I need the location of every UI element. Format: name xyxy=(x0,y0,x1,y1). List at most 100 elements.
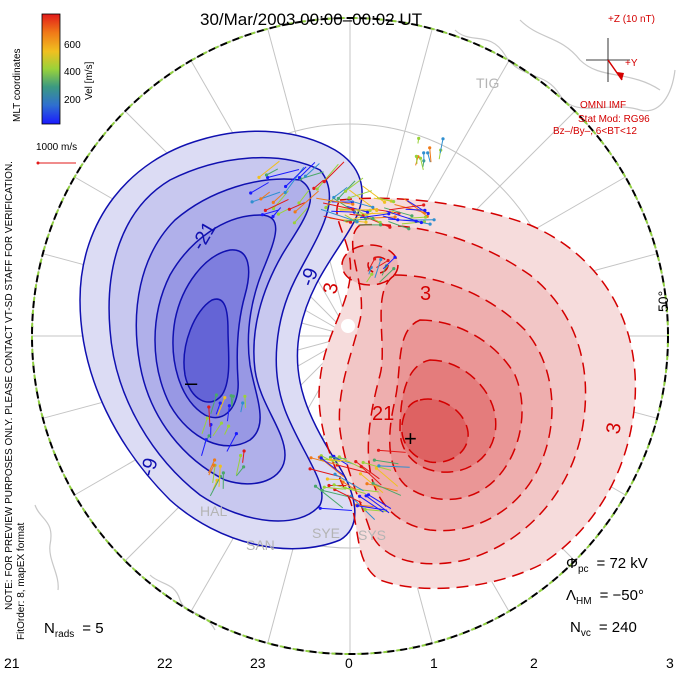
velocity-vector-origin xyxy=(242,465,246,469)
velocity-vector xyxy=(363,462,392,471)
velocity-vector-origin xyxy=(432,218,436,222)
nvc-stat: Nvc = 240 xyxy=(570,619,637,639)
contour-label: -9 xyxy=(137,456,163,479)
velocity-vector xyxy=(383,207,413,217)
velocity-vector-origin xyxy=(426,151,430,155)
velocity-vector-origin xyxy=(218,401,222,405)
velocity-vector-origin xyxy=(379,223,383,227)
velocity-vector-origin xyxy=(332,195,336,200)
velocity-vector-origin xyxy=(363,507,367,512)
velocity-vector xyxy=(374,459,399,465)
velocity-vector xyxy=(420,158,424,171)
latitude-label: 50° xyxy=(655,291,671,312)
velocity-vector-origin xyxy=(410,214,414,218)
velocity-vector-origin xyxy=(348,220,353,224)
velocity-vector-origin xyxy=(221,471,225,475)
velocity-vector-origin xyxy=(333,472,337,476)
velocity-vector xyxy=(265,198,289,211)
velocity-vector-origin xyxy=(297,201,301,205)
velocity-vector-origin xyxy=(324,206,328,210)
velocity-vector xyxy=(378,449,406,453)
velocity-vector-origin xyxy=(355,504,359,508)
potential-min-marker: – xyxy=(185,370,198,395)
velocity-vector xyxy=(334,489,362,504)
velocity-vector-origin xyxy=(355,220,359,224)
velocity-vector-origin xyxy=(419,220,423,225)
site-label-hal: HAL xyxy=(200,503,227,519)
velocity-vector xyxy=(210,394,217,414)
velocity-vector xyxy=(357,505,388,511)
velocity-vector-origin xyxy=(264,173,269,177)
velocity-vector-origin xyxy=(271,207,276,211)
velocity-vector xyxy=(226,433,237,452)
velocity-vector-origin xyxy=(377,464,381,468)
velocity-vector-origin xyxy=(379,257,383,262)
svg-text:+Z (10 nT): +Z (10 nT) xyxy=(608,14,655,25)
velocity-vector xyxy=(367,258,376,272)
velocity-vector-origin xyxy=(392,267,396,271)
velocity-vector-origin xyxy=(322,485,326,489)
svg-text:+Y: +Y xyxy=(625,58,638,69)
svg-text:1000 m/s: 1000 m/s xyxy=(36,142,77,153)
velocity-vector xyxy=(343,218,373,222)
velocity-vector xyxy=(320,457,344,476)
mlt-label: 23 xyxy=(250,655,266,671)
velocity-vector xyxy=(242,450,245,463)
velocity-vector-origin xyxy=(227,424,231,428)
velocity-vector xyxy=(212,422,222,437)
velocity-vector-origin xyxy=(243,394,247,398)
velocity-vector xyxy=(236,466,244,477)
fit-order-label: FitOrder: 8, mapEX format xyxy=(16,523,27,640)
velocity-vector xyxy=(251,191,281,203)
velocity-vector-origin xyxy=(364,494,368,498)
velocity-vector-origin xyxy=(366,210,370,214)
velocity-vector xyxy=(382,215,398,221)
pole-marker-icon xyxy=(341,319,355,333)
velocity-vector xyxy=(345,199,373,208)
velocity-vector xyxy=(226,405,230,422)
mlt-tick-labels: 21 22 23 0 1 2 3 xyxy=(4,655,674,671)
velocity-vector xyxy=(208,406,211,427)
contour-lines xyxy=(79,130,637,590)
velocity-vector xyxy=(250,182,269,194)
velocity-vector xyxy=(345,177,364,192)
velocity-vector-origin xyxy=(284,184,288,189)
velocity-vector-origin xyxy=(422,151,426,155)
velocity-vector-origin xyxy=(242,449,246,453)
velocity-vector xyxy=(212,465,216,484)
site-label-sys: SYS xyxy=(358,527,386,543)
velocity-vector xyxy=(333,187,348,198)
site-label-san: SAN xyxy=(246,537,275,553)
velocity-vector-origin xyxy=(332,454,336,458)
velocity-vector-origin xyxy=(341,480,345,484)
velocity-vector-origin xyxy=(371,481,375,485)
velocity-vector-origin xyxy=(276,212,280,216)
velocity-vector-origin xyxy=(271,214,275,219)
velocity-vector-origin xyxy=(347,196,351,200)
velocity-vector xyxy=(208,464,215,476)
velocity-vector xyxy=(359,213,389,219)
velocity-vector-origin xyxy=(407,227,411,231)
velocity-vector xyxy=(315,485,344,509)
velocity-vector-origin xyxy=(414,154,418,158)
velocity-vector-origin xyxy=(387,212,391,216)
velocity-vector-origin xyxy=(328,457,332,461)
velocity-vector-origin xyxy=(336,196,340,201)
velocity-vector-origin xyxy=(315,187,319,191)
velocity-vector-origin xyxy=(322,180,326,184)
velocity-vector-origin xyxy=(358,472,363,476)
velocity-vector-origin xyxy=(371,205,375,209)
velocity-vector xyxy=(368,494,392,510)
velocity-vector-origin xyxy=(229,394,233,398)
contour-label: 21 xyxy=(372,403,394,425)
velocity-vector-origin xyxy=(351,207,355,211)
velocity-vector-origin xyxy=(371,216,375,221)
velocity-vector xyxy=(327,478,343,481)
velocity-vector xyxy=(388,221,409,230)
velocity-vector-origin xyxy=(214,393,218,397)
velocity-vector-origin xyxy=(423,215,428,219)
velocity-vector xyxy=(320,507,352,511)
mlt-label: 2 xyxy=(530,655,538,671)
velocity-vector xyxy=(209,476,221,497)
velocity-vector-origin xyxy=(365,482,369,486)
